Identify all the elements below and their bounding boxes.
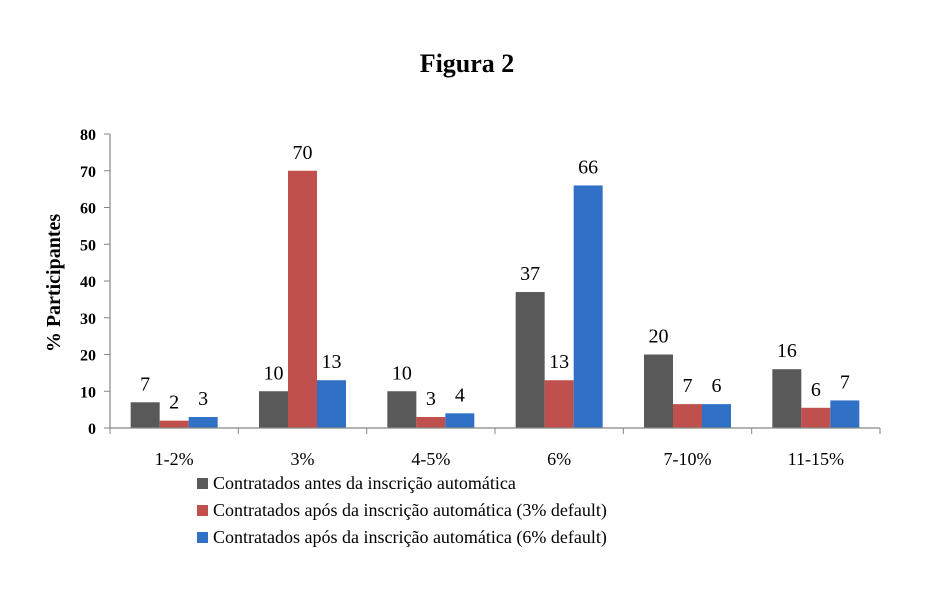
bar-2 (288, 170, 317, 428)
legend-swatch (197, 478, 208, 489)
data-label: 7 (140, 373, 150, 395)
bar-3 (573, 185, 603, 428)
bar-2 (416, 416, 446, 428)
bar-1 (130, 402, 160, 428)
bar-2 (801, 407, 831, 428)
x-axis-ticks: 1-2% 3% 4-5% 6% 7-10% 11-15% (155, 449, 844, 469)
data-label: 3 (198, 388, 208, 410)
bar-3 (445, 413, 475, 428)
bar-1 (387, 391, 417, 428)
legend-swatch (197, 532, 208, 543)
data-label: 7 (683, 375, 693, 397)
x-tick-label: 7-10% (664, 449, 712, 469)
bar-3 (188, 416, 218, 428)
bar-1 (644, 354, 673, 428)
data-label: 10 (264, 362, 284, 384)
data-label: 3 (426, 388, 436, 410)
chart-title: Figura 2 (420, 49, 515, 78)
legend-label: Contratados após da inscrição automática… (213, 500, 607, 521)
data-label: 6 (811, 379, 821, 401)
x-tick-label: 1-2% (155, 449, 194, 469)
data-label: 10 (392, 362, 412, 384)
legend-label: Contratados antes da inscrição automátic… (213, 473, 516, 493)
x-tick-label: 6% (547, 449, 571, 469)
data-label: 20 (649, 326, 669, 348)
data-label: 2 (169, 392, 179, 414)
data-label: 6 (712, 375, 722, 397)
y-tick-label: 70 (80, 164, 96, 181)
x-tick-label: 4-5% (411, 449, 450, 469)
y-axis-label: % Participantes (43, 214, 65, 353)
data-label: 37 (520, 263, 540, 285)
y-tick-label: 20 (80, 348, 96, 365)
data-label: 4 (455, 384, 465, 406)
axes-group (109, 134, 881, 434)
data-label: 13 (322, 351, 342, 373)
bar-3 (830, 400, 860, 428)
y-tick-label: 0 (88, 421, 96, 438)
data-label: 70 (293, 142, 313, 164)
data-label: 13 (549, 351, 569, 373)
y-tick-label: 80 (80, 127, 96, 144)
y-tick-label: 60 (80, 201, 96, 218)
bar-2 (159, 420, 189, 428)
bar-1 (772, 369, 802, 428)
y-tick-label: 10 (80, 384, 96, 401)
bars-group (130, 170, 860, 428)
x-tick-label: 3% (291, 449, 315, 469)
y-tick-label: 30 (80, 311, 96, 328)
legend: Contratados antes da inscrição automátic… (197, 473, 607, 548)
legend-label: Contratados após da inscrição automática… (213, 527, 607, 548)
data-label: 66 (578, 156, 598, 178)
bar-1 (259, 391, 288, 428)
bar-1 (515, 292, 545, 428)
legend-swatch (197, 505, 208, 516)
x-tick-label: 11-15% (788, 449, 844, 469)
bar-3 (317, 380, 346, 428)
y-axis-ticks: 0 10 20 30 40 50 60 70 80 (80, 127, 110, 438)
y-tick-label: 40 (80, 274, 96, 291)
bar-2 (673, 404, 702, 428)
bar-2 (544, 380, 574, 428)
data-label: 16 (777, 340, 797, 362)
bar-3 (702, 404, 731, 428)
data-label: 7 (840, 371, 850, 393)
y-tick-label: 50 (80, 237, 96, 254)
